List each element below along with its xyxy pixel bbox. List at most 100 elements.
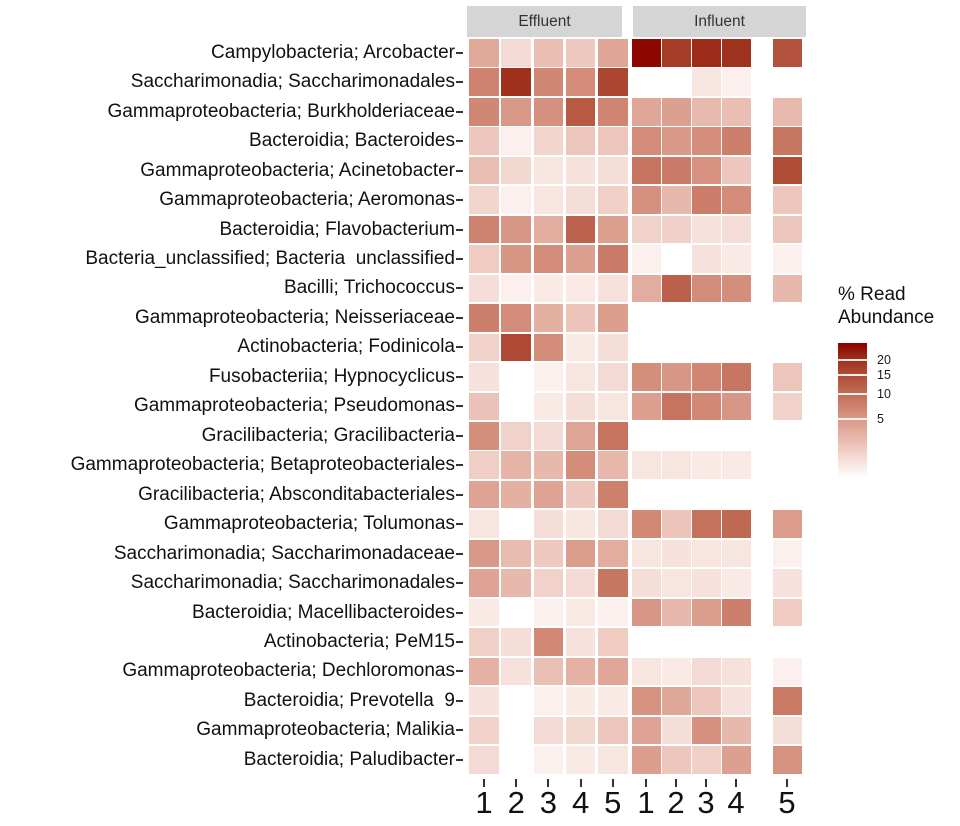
- heatmap-cell: [631, 687, 661, 715]
- heatmap-cell: [631, 657, 661, 686]
- heatmap-cell: [533, 510, 564, 538]
- heatmap-cell: [598, 598, 628, 627]
- heatmap-cell: [501, 127, 531, 155]
- heatmap-cell: [501, 510, 531, 538]
- x-axis-tick: [786, 779, 788, 787]
- heatmap-cell: [565, 687, 596, 715]
- x-axis-tick-label: 5: [778, 785, 796, 820]
- heatmap-cell: [721, 304, 751, 332]
- y-axis-tick: [456, 375, 463, 378]
- heatmap-cell: [721, 215, 751, 244]
- heatmap-cell: [565, 569, 596, 597]
- heatmap-cell: [691, 480, 721, 509]
- heatmap-cell: [661, 127, 691, 155]
- heatmap-cell: [772, 628, 802, 656]
- heatmap-cell: [598, 68, 628, 97]
- heatmap-cell: [565, 274, 596, 303]
- heatmap-cell: [721, 274, 751, 303]
- heatmap-cell: [661, 746, 691, 774]
- heatmap-cell: [469, 363, 499, 391]
- x-axis-tick: [579, 779, 582, 787]
- heatmap-cell: [565, 363, 596, 391]
- x-axis-tick-label: 1: [637, 785, 655, 820]
- heatmap-cell: [469, 746, 499, 774]
- heatmap-cell: [772, 451, 802, 480]
- x-axis-tick: [483, 779, 485, 787]
- heatmap-cell: [469, 39, 499, 67]
- heatmap-cell: [721, 127, 751, 155]
- y-axis-tick: [456, 169, 463, 172]
- heatmap-cell: [469, 510, 499, 538]
- heatmap-cell: [501, 451, 531, 480]
- heatmap-cell: [565, 598, 596, 627]
- heatmap-cell: [469, 304, 499, 332]
- y-axis-tick: [456, 258, 463, 261]
- heatmap-cell: [501, 68, 531, 97]
- heatmap-cell: [501, 215, 531, 244]
- heatmap-cell: [661, 363, 691, 391]
- heatmap-cell: [721, 186, 751, 214]
- heatmap-cell: [631, 245, 661, 273]
- heatmap-cell: [772, 156, 802, 185]
- heatmap-cell: [691, 333, 721, 362]
- heatmap-cell: [772, 746, 802, 774]
- heatmap-cell: [533, 746, 564, 774]
- y-axis-tick: [456, 611, 463, 614]
- heatmap-cell: [469, 687, 499, 715]
- y-axis-tick: [456, 346, 463, 349]
- facet-strip-influent: Influent: [633, 6, 806, 37]
- heatmap-cell: [501, 746, 531, 774]
- y-axis-label: Bacilli; Trichococcus: [283, 277, 455, 299]
- heatmap-cell: [469, 245, 499, 273]
- legend-tick-mark: [838, 358, 867, 361]
- heatmap-cell: [721, 746, 751, 774]
- y-axis-label: Gammaproteobacteria; Tolumonas: [163, 513, 455, 535]
- heatmap-cell: [631, 97, 661, 126]
- y-axis-label: Gammaproteobacteria; Burkholderiaceae: [107, 100, 455, 122]
- heatmap-cell: [661, 215, 691, 244]
- y-axis-label: Actinobacteria; Fodinicola: [237, 336, 455, 358]
- heatmap-cell: [661, 97, 691, 126]
- heatmap-cell: [598, 421, 628, 450]
- heatmap-cell: [565, 421, 596, 450]
- y-axis-tick: [456, 316, 463, 319]
- y-axis-tick: [456, 729, 463, 732]
- heatmap-cell: [598, 569, 628, 597]
- heatmap-cell: [691, 363, 721, 391]
- x-axis-tick: [611, 779, 614, 787]
- y-axis-tick: [456, 641, 463, 643]
- heatmap-cell: [772, 245, 802, 273]
- heatmap-cell: [501, 480, 531, 509]
- heatmap-cell: [691, 215, 721, 244]
- heatmap-cell: [772, 304, 802, 332]
- heatmap-cell: [533, 363, 564, 391]
- heatmap-cell: [565, 156, 596, 185]
- heatmap-cell: [565, 746, 596, 774]
- heatmap-cell: [598, 451, 628, 480]
- heatmap-cell: [631, 598, 661, 627]
- heatmap-cell: [565, 304, 596, 332]
- heatmap-cell: [598, 245, 628, 273]
- heatmap-cell: [533, 274, 564, 303]
- heatmap-cell: [533, 215, 564, 244]
- heatmap-cell: [772, 68, 802, 97]
- heatmap-cell: [565, 39, 596, 67]
- heatmap-cell: [565, 539, 596, 568]
- heatmap-cell: [469, 127, 499, 155]
- heatmap-cell: [691, 657, 721, 686]
- heatmap-cell: [598, 156, 628, 185]
- heatmap-cell: [598, 628, 628, 656]
- heatmap-cell: [772, 539, 802, 568]
- heatmap-cell: [598, 97, 628, 126]
- heatmap-cell: [598, 274, 628, 303]
- heatmap-cell: [691, 598, 721, 627]
- heatmap-cell: [533, 598, 564, 627]
- heatmap-cell: [772, 363, 802, 391]
- y-axis-label: Gracilibacteria; Gracilibacteria: [201, 424, 455, 446]
- heatmap-cell: [721, 68, 751, 97]
- x-axis-tick: [515, 779, 518, 787]
- heatmap-cell: [721, 628, 751, 656]
- heatmap-cell: [533, 480, 564, 509]
- heatmap-cell: [721, 598, 751, 627]
- heatmap-cell: [533, 97, 564, 126]
